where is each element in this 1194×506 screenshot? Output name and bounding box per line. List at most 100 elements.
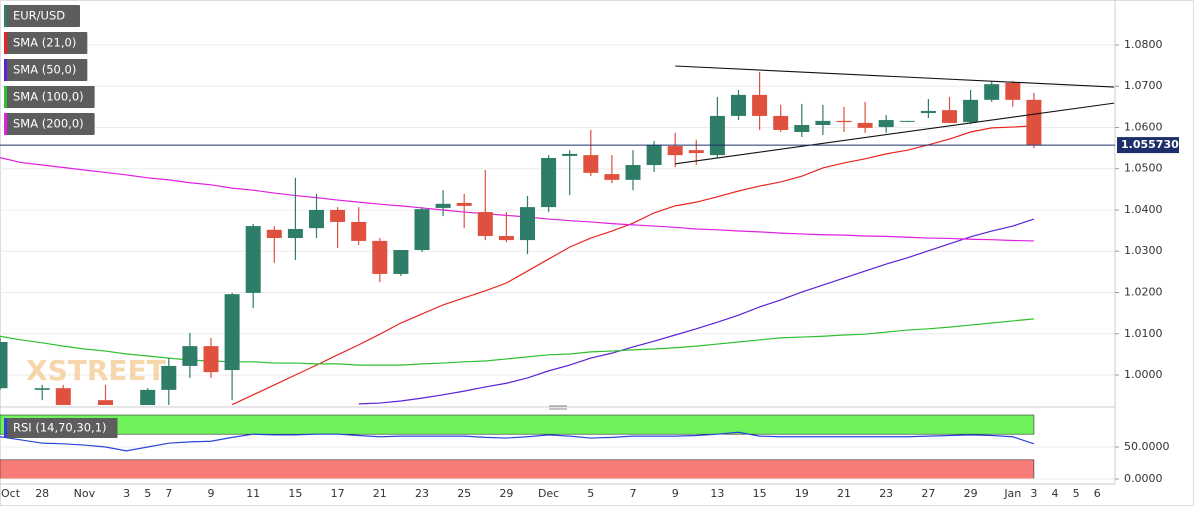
y-tick-label: 1.0400 (1124, 203, 1163, 216)
candle-body (899, 120, 915, 122)
x-tick-label: 27 (921, 487, 935, 500)
candle-body (351, 221, 367, 241)
rsi-pane (0, 414, 1115, 480)
candle-body (1026, 99, 1042, 145)
x-tick-label: 23 (415, 487, 429, 500)
candle-body (836, 120, 852, 123)
x-tick-label: 13 (710, 487, 724, 500)
x-tick-label: 15 (753, 487, 767, 500)
rsi-band (0, 414, 1035, 435)
x-tick-label: Nov (74, 487, 96, 500)
x-tick-label: 11 (246, 487, 260, 500)
candle-body (435, 203, 451, 208)
legend-label[interactable]: EUR/USD (13, 9, 65, 23)
candle-body (857, 122, 873, 128)
legend-label[interactable]: RSI (14,70,30,1) (13, 421, 107, 435)
candle-body (0, 342, 8, 389)
x-tick-label: 7 (165, 487, 172, 500)
legend-swatch (4, 32, 7, 54)
legend-box[interactable] (4, 32, 88, 54)
x-tick-label: 3 (123, 487, 130, 500)
candle-body (414, 209, 430, 251)
x-tick-label: Dec (538, 487, 559, 500)
trendline (675, 65, 1115, 88)
candle-body (224, 294, 240, 371)
legend-label[interactable]: SMA (200,0) (13, 117, 84, 131)
legend-swatch (4, 86, 7, 108)
x-tick-label: 5 (587, 487, 594, 500)
sma-line (0, 318, 1034, 366)
candle-body (688, 150, 704, 154)
candle-body (541, 158, 557, 208)
y-tick-label: 1.0200 (1124, 285, 1163, 298)
candle-body (203, 346, 219, 373)
candle-body (625, 165, 641, 180)
sma-line (0, 157, 1034, 242)
y-tick-label: 1.0100 (1124, 327, 1163, 340)
candle-body (646, 144, 662, 166)
candle-body (815, 120, 831, 126)
x-tick-label: 17 (331, 487, 345, 500)
y-tick-label: 1.0800 (1124, 38, 1163, 51)
x-tick-label: Oct (1, 487, 21, 500)
x-tick-label: 23 (879, 487, 893, 500)
y-tick-label: 1.0300 (1124, 244, 1163, 257)
legend-swatch (4, 418, 7, 438)
legend-swatch (4, 59, 7, 81)
last-price-label: 1.055730 (1121, 138, 1179, 151)
candle-body (731, 94, 746, 116)
candle-body (942, 110, 957, 123)
candle-body (878, 120, 894, 128)
legend-label[interactable]: SMA (100,0) (13, 90, 84, 104)
candle-body (393, 250, 409, 274)
candle-body (773, 115, 789, 130)
legend-box[interactable] (4, 5, 80, 27)
legend-label[interactable]: SMA (50,0) (13, 63, 76, 77)
candle-body (794, 125, 810, 133)
sma-line (231, 125, 1034, 405)
x-tick-label: 6 (1094, 487, 1101, 500)
candle-body (98, 400, 113, 405)
y-tick-label: 50.0000 (1124, 440, 1170, 453)
last-price-box (1117, 137, 1179, 154)
candle-body (140, 389, 156, 405)
price-pane: XSTREET (0, 44, 1115, 405)
candle-body (372, 240, 388, 274)
candle-body (963, 99, 979, 123)
candle-body (309, 209, 324, 229)
candle-body (55, 388, 71, 405)
x-tick-label: 5 (144, 487, 151, 500)
candle-body (330, 209, 346, 222)
legend-box[interactable] (4, 418, 118, 438)
x-tick-label: 4 (1052, 487, 1059, 500)
overlay: 1.0000 1.0100 1.0200 1.0300 1.0400 1.0500 1.06… (1, 5, 1179, 500)
x-tick-label: 28 (35, 487, 49, 500)
legend-label[interactable]: SMA (21,0) (13, 36, 76, 50)
y-tick-label: 1.0600 (1124, 120, 1163, 133)
candle-body (520, 207, 535, 241)
x-tick-label: 7 (630, 487, 637, 500)
candle-body (667, 146, 683, 156)
legend-box[interactable] (4, 113, 95, 135)
y-tick-label: 1.0000 (1124, 368, 1163, 381)
legend-box[interactable] (4, 59, 88, 81)
legend-box[interactable] (4, 86, 95, 108)
candle-body (752, 94, 768, 116)
x-tick-label: 25 (457, 487, 471, 500)
candle-body (287, 228, 303, 239)
x-tick-label: 21 (373, 487, 387, 500)
candle-body (456, 202, 472, 206)
y-tick-label: 1.0500 (1124, 162, 1163, 175)
candle-body (562, 153, 578, 156)
watermark: XSTREET (26, 354, 166, 387)
candle-body (34, 388, 50, 390)
rsi-line (0, 431, 1035, 452)
candle-body (604, 174, 620, 180)
candle-body (498, 235, 514, 241)
sma-line (358, 218, 1035, 405)
candle-body (245, 226, 261, 293)
candle-body (266, 229, 282, 239)
x-tick-label: Jan (1003, 487, 1021, 500)
candle-body (583, 155, 599, 173)
